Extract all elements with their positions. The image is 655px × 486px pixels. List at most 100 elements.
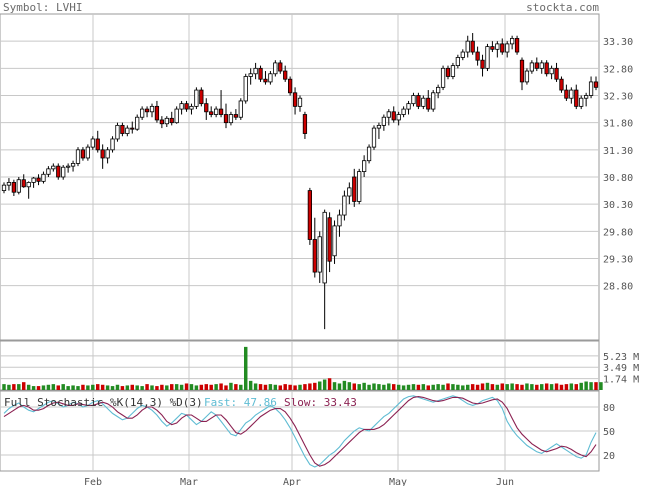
volume-bar bbox=[2, 384, 6, 390]
candle bbox=[233, 109, 238, 120]
candle-body bbox=[243, 76, 248, 102]
candle-body bbox=[312, 239, 317, 273]
volume-bar bbox=[204, 384, 208, 390]
candle bbox=[95, 130, 100, 153]
candle-body bbox=[115, 124, 120, 140]
volume-bar bbox=[574, 384, 578, 390]
volume-bar bbox=[564, 384, 569, 390]
volume-bar bbox=[86, 385, 90, 390]
candle-body bbox=[248, 73, 253, 77]
volume-bar bbox=[244, 346, 248, 390]
volume-bar bbox=[387, 383, 391, 390]
candle-body bbox=[440, 67, 446, 88]
candle bbox=[436, 84, 441, 99]
candle bbox=[149, 103, 155, 118]
candle bbox=[554, 62, 559, 82]
volume-bar bbox=[125, 385, 130, 390]
candle-body bbox=[500, 43, 505, 53]
volume-bar bbox=[505, 384, 509, 390]
candle bbox=[21, 174, 26, 188]
volume-tick-label: 5.23 M bbox=[603, 352, 639, 363]
stochastic-tick-label: 20 bbox=[603, 451, 615, 462]
candle-body bbox=[169, 117, 174, 124]
candle bbox=[46, 166, 51, 177]
volume-bar bbox=[283, 384, 287, 390]
candle bbox=[588, 76, 594, 99]
candle-body bbox=[421, 97, 426, 107]
volume-bar bbox=[540, 384, 544, 390]
candle-body bbox=[238, 100, 243, 118]
candle-body bbox=[100, 149, 105, 159]
candle-body bbox=[455, 57, 460, 67]
candle bbox=[455, 54, 460, 69]
candle bbox=[292, 87, 298, 115]
candle bbox=[495, 41, 500, 58]
candle bbox=[332, 220, 337, 264]
candle-body bbox=[268, 73, 273, 83]
volume-bar bbox=[22, 382, 26, 390]
candle bbox=[421, 95, 426, 110]
price-tick-label: 30.80 bbox=[603, 173, 633, 184]
candle-body bbox=[70, 163, 76, 167]
candle-body bbox=[376, 124, 382, 129]
candle bbox=[164, 116, 169, 128]
candle bbox=[312, 217, 317, 278]
candle-body bbox=[480, 59, 485, 69]
candle-body bbox=[362, 160, 367, 172]
candle bbox=[391, 106, 396, 123]
candle-body bbox=[593, 81, 599, 88]
stochastic-slow-line bbox=[3, 396, 597, 467]
volume-bar bbox=[179, 384, 184, 390]
candle bbox=[56, 163, 61, 180]
volume-bar bbox=[100, 384, 105, 390]
candle-body bbox=[194, 89, 199, 107]
volume-bar bbox=[372, 383, 376, 390]
volume-bar bbox=[456, 384, 460, 390]
candle-body bbox=[396, 114, 401, 121]
candle bbox=[490, 41, 495, 53]
candle bbox=[529, 60, 534, 74]
price-tick-label: 32.80 bbox=[603, 64, 633, 75]
candle-body bbox=[16, 179, 21, 193]
candle-body bbox=[564, 89, 569, 99]
candle-body bbox=[352, 176, 357, 202]
candle-body bbox=[588, 81, 594, 96]
volume-bar bbox=[431, 384, 435, 390]
volume-bar bbox=[303, 384, 307, 390]
candle bbox=[440, 65, 446, 91]
candle-body bbox=[297, 97, 303, 107]
candle-body bbox=[544, 62, 549, 75]
candle-body bbox=[292, 92, 298, 107]
volume-bar bbox=[470, 384, 475, 390]
candle bbox=[376, 122, 382, 139]
price-tick-label: 30.30 bbox=[603, 200, 633, 211]
volume-bar bbox=[589, 382, 593, 390]
candle bbox=[450, 62, 456, 80]
candle bbox=[253, 62, 258, 80]
candle-body bbox=[85, 146, 90, 159]
volume-bar bbox=[135, 385, 139, 390]
volume-bar bbox=[308, 383, 312, 390]
volume-bar bbox=[120, 386, 125, 390]
candle-body bbox=[302, 114, 308, 134]
volume-bar bbox=[520, 384, 524, 390]
candle bbox=[593, 76, 599, 91]
candle bbox=[36, 174, 41, 186]
volume-bar bbox=[510, 383, 514, 390]
candle-body bbox=[159, 119, 164, 125]
candle bbox=[11, 179, 16, 197]
candle bbox=[406, 100, 411, 115]
candle-body bbox=[90, 138, 95, 148]
candle bbox=[31, 177, 36, 188]
volume-bar bbox=[530, 384, 534, 390]
volume-bar bbox=[273, 384, 278, 390]
candle-body bbox=[135, 116, 140, 130]
candle bbox=[539, 60, 544, 74]
stochastic-grid bbox=[0, 391, 599, 471]
volume-bar bbox=[461, 385, 465, 390]
candle-body bbox=[80, 149, 86, 159]
candle-body bbox=[140, 108, 145, 118]
candle-body bbox=[36, 177, 41, 182]
candle-body bbox=[110, 138, 115, 151]
volume-bar bbox=[401, 385, 406, 390]
